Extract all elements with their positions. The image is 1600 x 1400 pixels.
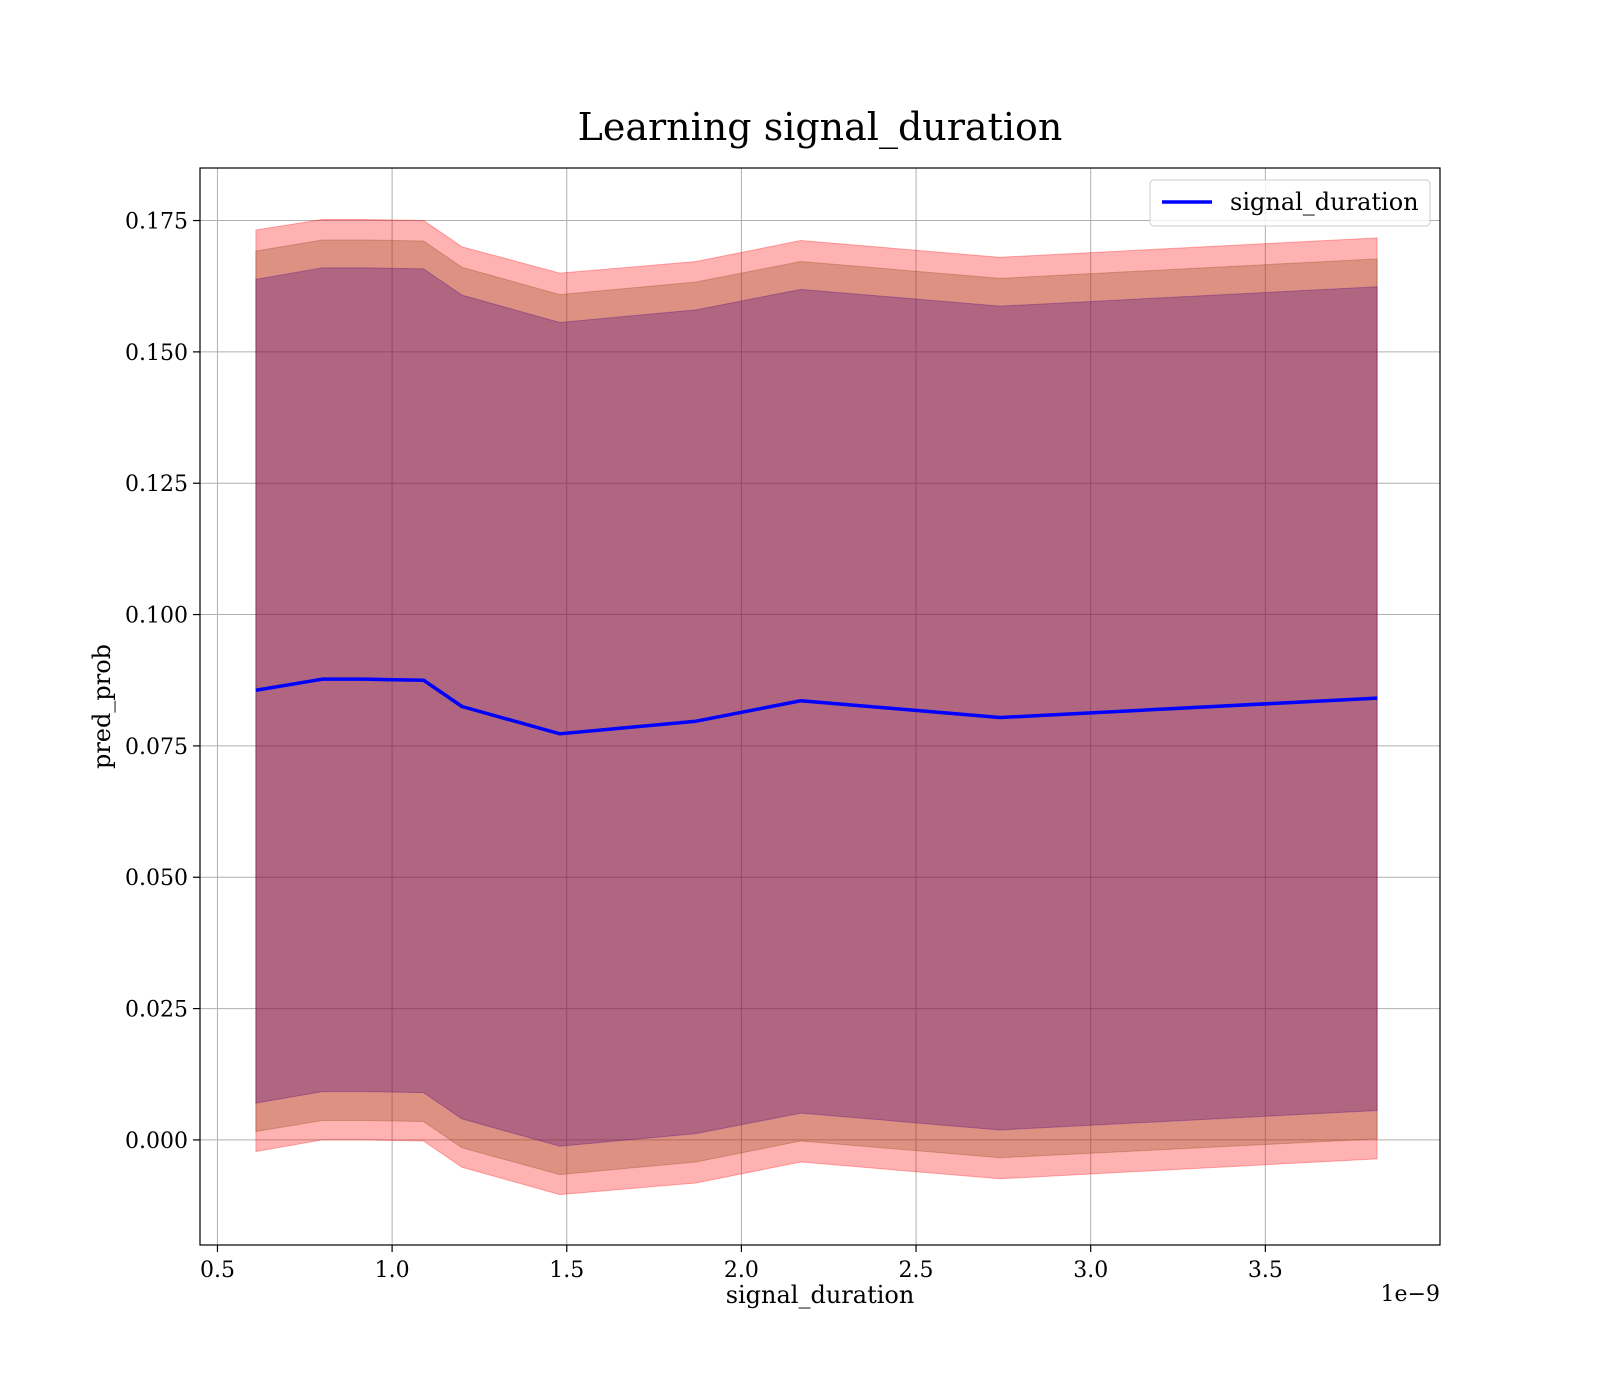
x-tick-label: 2.0: [724, 1258, 759, 1283]
y-tick-label: 0.150: [125, 341, 188, 366]
x-axis-ticks: 0.5 1.0 1.5 2.0 2.5 3.0 3.5: [200, 1245, 1283, 1283]
x-tick-label: 1.0: [375, 1258, 410, 1283]
x-tick-label: 0.5: [200, 1258, 235, 1283]
legend-label-signal-duration: signal_duration: [1230, 188, 1419, 216]
y-tick-label: 0.000: [125, 1129, 188, 1154]
confidence-band-2: [255, 239, 1378, 1176]
y-axis-label: pred_prob: [88, 644, 116, 769]
series-line-signal-duration: [255, 677, 1378, 736]
legend-box: [1149, 179, 1431, 227]
x-tick-label: 3.5: [1248, 1258, 1283, 1283]
x-tick-label: 2.5: [899, 1258, 934, 1283]
series-lines: [255, 677, 1378, 736]
y-tick-label: 0.050: [125, 866, 188, 891]
y-tick-label: 0.100: [125, 604, 188, 629]
confidence-band-3: [255, 267, 1378, 1147]
grid: [200, 168, 1440, 1245]
x-axis-label: signal_duration: [726, 1281, 915, 1309]
x-axis-offset-label: 1e−9: [1381, 1282, 1440, 1307]
legend: signal_duration: [1149, 179, 1431, 227]
chart-title: Learning signal_duration: [578, 105, 1063, 150]
confidence-bands: [255, 218, 1378, 1196]
y-axis-ticks: 0.000 0.025 0.050 0.075 0.100 0.125 0.150 0.175: [125, 210, 200, 1154]
y-tick-label: 0.025: [125, 998, 188, 1023]
x-tick-label: 1.5: [549, 1258, 584, 1283]
y-tick-label: 0.175: [125, 210, 188, 235]
confidence-band-1: [255, 218, 1378, 1196]
plot-frame: [199, 167, 1441, 1246]
y-tick-label: 0.075: [125, 735, 188, 760]
x-tick-label: 3.0: [1073, 1258, 1108, 1283]
y-tick-label: 0.125: [125, 472, 188, 497]
